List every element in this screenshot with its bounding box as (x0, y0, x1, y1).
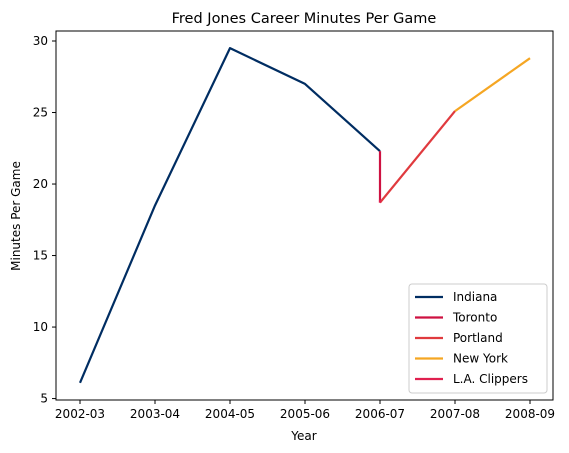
x-tick-label-6: 2008-09 (505, 407, 555, 421)
x-tick-label-3: 2005-06 (280, 407, 330, 421)
legend-label-2: Portland (453, 331, 503, 345)
series-line-2 (379, 110, 456, 204)
x-axis-label: Year (290, 429, 316, 443)
x-tick-label-5: 2007-08 (430, 407, 480, 421)
x-tick-label-4: 2006-07 (355, 407, 405, 421)
legend-label-1: Toronto (452, 311, 497, 325)
x-tick-label-2: 2004-05 (205, 407, 255, 421)
x-tick-label-0: 2002-03 (55, 407, 105, 421)
legend-label-3: New York (453, 352, 508, 366)
y-tick-label-3: 20 (33, 177, 48, 191)
series-line-3 (454, 57, 531, 112)
y-tick-label-4: 25 (33, 106, 48, 120)
y-tick-label-5: 30 (33, 34, 48, 48)
series-line-0 (78, 47, 381, 384)
legend-label-0: Indiana (453, 290, 497, 304)
legend: Indiana Toronto Portland New York L.A. Clipp… (408, 283, 548, 394)
y-axis-label: Minutes Per Game (9, 161, 23, 271)
y-tick-label-1: 10 (33, 320, 48, 334)
plot-area: 2002-03 2003-04 2004-05 2005-06 2006-07 2007-… (33, 30, 555, 421)
legend-label-4: L.A. Clippers (453, 372, 528, 386)
x-tick-label-1: 2003-04 (130, 407, 180, 421)
chart-title: Fred Jones Career Minutes Per Game (172, 11, 437, 27)
y-tick-label-2: 15 (33, 249, 48, 263)
legend-box (408, 283, 548, 394)
y-tick-label-0: 5 (40, 392, 48, 406)
